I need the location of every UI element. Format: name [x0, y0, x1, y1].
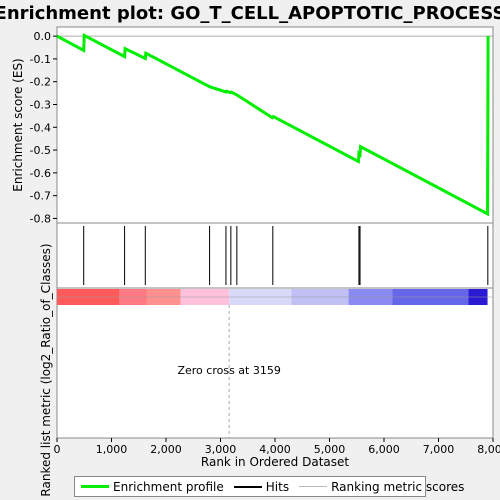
legend-swatch-black [233, 485, 262, 488]
es-panel [56, 26, 494, 224]
x-tick-label: 4,000 [259, 443, 291, 456]
x-axis-label: Rank in Ordered Dataset [201, 455, 349, 469]
y-tick-label: -0.3 [30, 98, 51, 111]
y-tick-label: -0.7 [30, 190, 51, 203]
x-tick-label: 3,000 [205, 443, 237, 456]
x-tick-label: 7,000 [423, 443, 455, 456]
y-tick-label: -0.2 [30, 76, 51, 89]
x-tick-label: 6,000 [368, 443, 400, 456]
zero-cross-label: Zero cross at 3159 [177, 364, 280, 377]
legend-item-enrichment-profile: Enrichment profile [81, 480, 224, 494]
enrichment-profile-line [56, 32, 490, 217]
legend-label: Enrichment profile [113, 479, 224, 494]
legend: Enrichment profile Hits Ranking metric s… [74, 476, 464, 497]
y-tick-label: -0.6 [30, 167, 51, 180]
x-tick-label: 5,000 [314, 443, 346, 456]
y-tick-label: -0.8 [30, 212, 51, 225]
x-tick-label: 2,000 [150, 443, 182, 456]
x-tick-label: 0 [54, 443, 61, 456]
metric-panel [56, 287, 494, 439]
x-tick-label: 1,000 [96, 443, 128, 456]
hits-panel [56, 222, 494, 289]
x-tick-label: 8,000 [477, 443, 500, 456]
y-tick-label: 0.0 [34, 30, 52, 43]
legend-swatch-green [81, 485, 109, 488]
y-tick-label: -0.1 [30, 53, 51, 66]
y-tick-label: -0.4 [30, 121, 51, 134]
metric-axis-label: Ranked list metric (log2_Ratio_of_Classe… [39, 243, 53, 496]
y-tick-label: -0.5 [30, 144, 51, 157]
legend-label: Hits [265, 479, 290, 494]
legend-swatch-gray [299, 486, 328, 487]
es-axis-label: Enrichment score (ES) [11, 58, 25, 191]
legend-label: Ranking metric scores [331, 479, 465, 494]
legend-item-ranking-metric: Ranking metric scores [299, 480, 464, 494]
chart-title: Enrichment plot: GO_T_CELL_APOPTOTIC_PRO… [0, 3, 500, 24]
legend-item-hits: Hits [233, 479, 290, 494]
